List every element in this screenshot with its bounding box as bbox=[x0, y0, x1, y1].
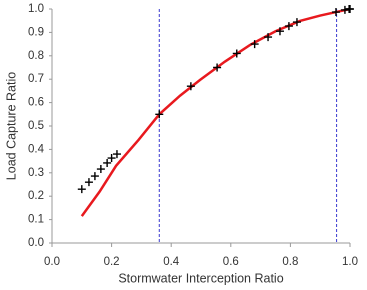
y-tick-label: 0.6 bbox=[28, 97, 44, 109]
point bbox=[331, 8, 340, 17]
point bbox=[186, 82, 195, 91]
curve bbox=[80, 7, 351, 217]
y-tick-label: 0.2 bbox=[28, 190, 44, 202]
point bbox=[112, 150, 121, 159]
y-tick-label: 0.7 bbox=[28, 73, 44, 85]
point bbox=[96, 165, 105, 174]
y-tick-label: 1.0 bbox=[28, 3, 44, 15]
point bbox=[213, 63, 222, 72]
y-tick-label: 0.8 bbox=[28, 50, 44, 62]
x-tick-label: 0.4 bbox=[163, 256, 180, 268]
point bbox=[107, 154, 116, 163]
point bbox=[284, 22, 293, 31]
x-tick-label: 1.0 bbox=[342, 256, 358, 268]
x-tick-label: 0.0 bbox=[44, 256, 60, 268]
point bbox=[250, 40, 259, 49]
point bbox=[90, 172, 99, 181]
y-tick-label: 0.4 bbox=[28, 143, 45, 155]
point bbox=[103, 158, 112, 167]
y-tick-label: 0.1 bbox=[28, 214, 44, 226]
y-tick-label: 0.5 bbox=[28, 120, 44, 132]
x-axis-title: Stormwater Interception Ratio bbox=[118, 271, 283, 285]
point bbox=[292, 18, 301, 27]
point bbox=[340, 5, 349, 14]
point bbox=[346, 5, 354, 13]
point bbox=[275, 27, 284, 36]
x-tick-label: 0.2 bbox=[104, 256, 120, 268]
point bbox=[232, 49, 241, 58]
point bbox=[77, 185, 86, 194]
point bbox=[155, 110, 164, 119]
y-tick-label: 0.3 bbox=[28, 167, 44, 179]
point bbox=[84, 178, 93, 187]
point bbox=[264, 33, 273, 42]
x-tick-label: 0.8 bbox=[282, 256, 298, 268]
y-axis-title: Load Capture Ratio bbox=[4, 72, 18, 180]
x-tick-label: 0.6 bbox=[223, 256, 239, 268]
y-tick-label: 0.0 bbox=[28, 237, 44, 249]
y-tick-label: 0.9 bbox=[28, 26, 44, 38]
